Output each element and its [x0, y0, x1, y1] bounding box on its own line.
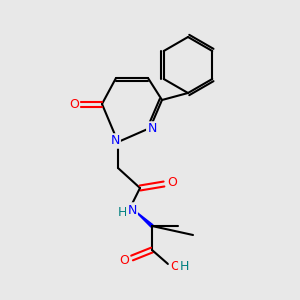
Text: H: H — [117, 206, 127, 218]
Text: O: O — [170, 260, 180, 272]
Text: O: O — [167, 176, 177, 190]
Text: N: N — [127, 203, 137, 217]
Text: N: N — [110, 134, 120, 148]
Text: O: O — [119, 254, 129, 266]
Text: O: O — [69, 98, 79, 110]
Text: N: N — [147, 122, 157, 136]
Polygon shape — [134, 210, 153, 227]
Text: H: H — [179, 260, 189, 272]
